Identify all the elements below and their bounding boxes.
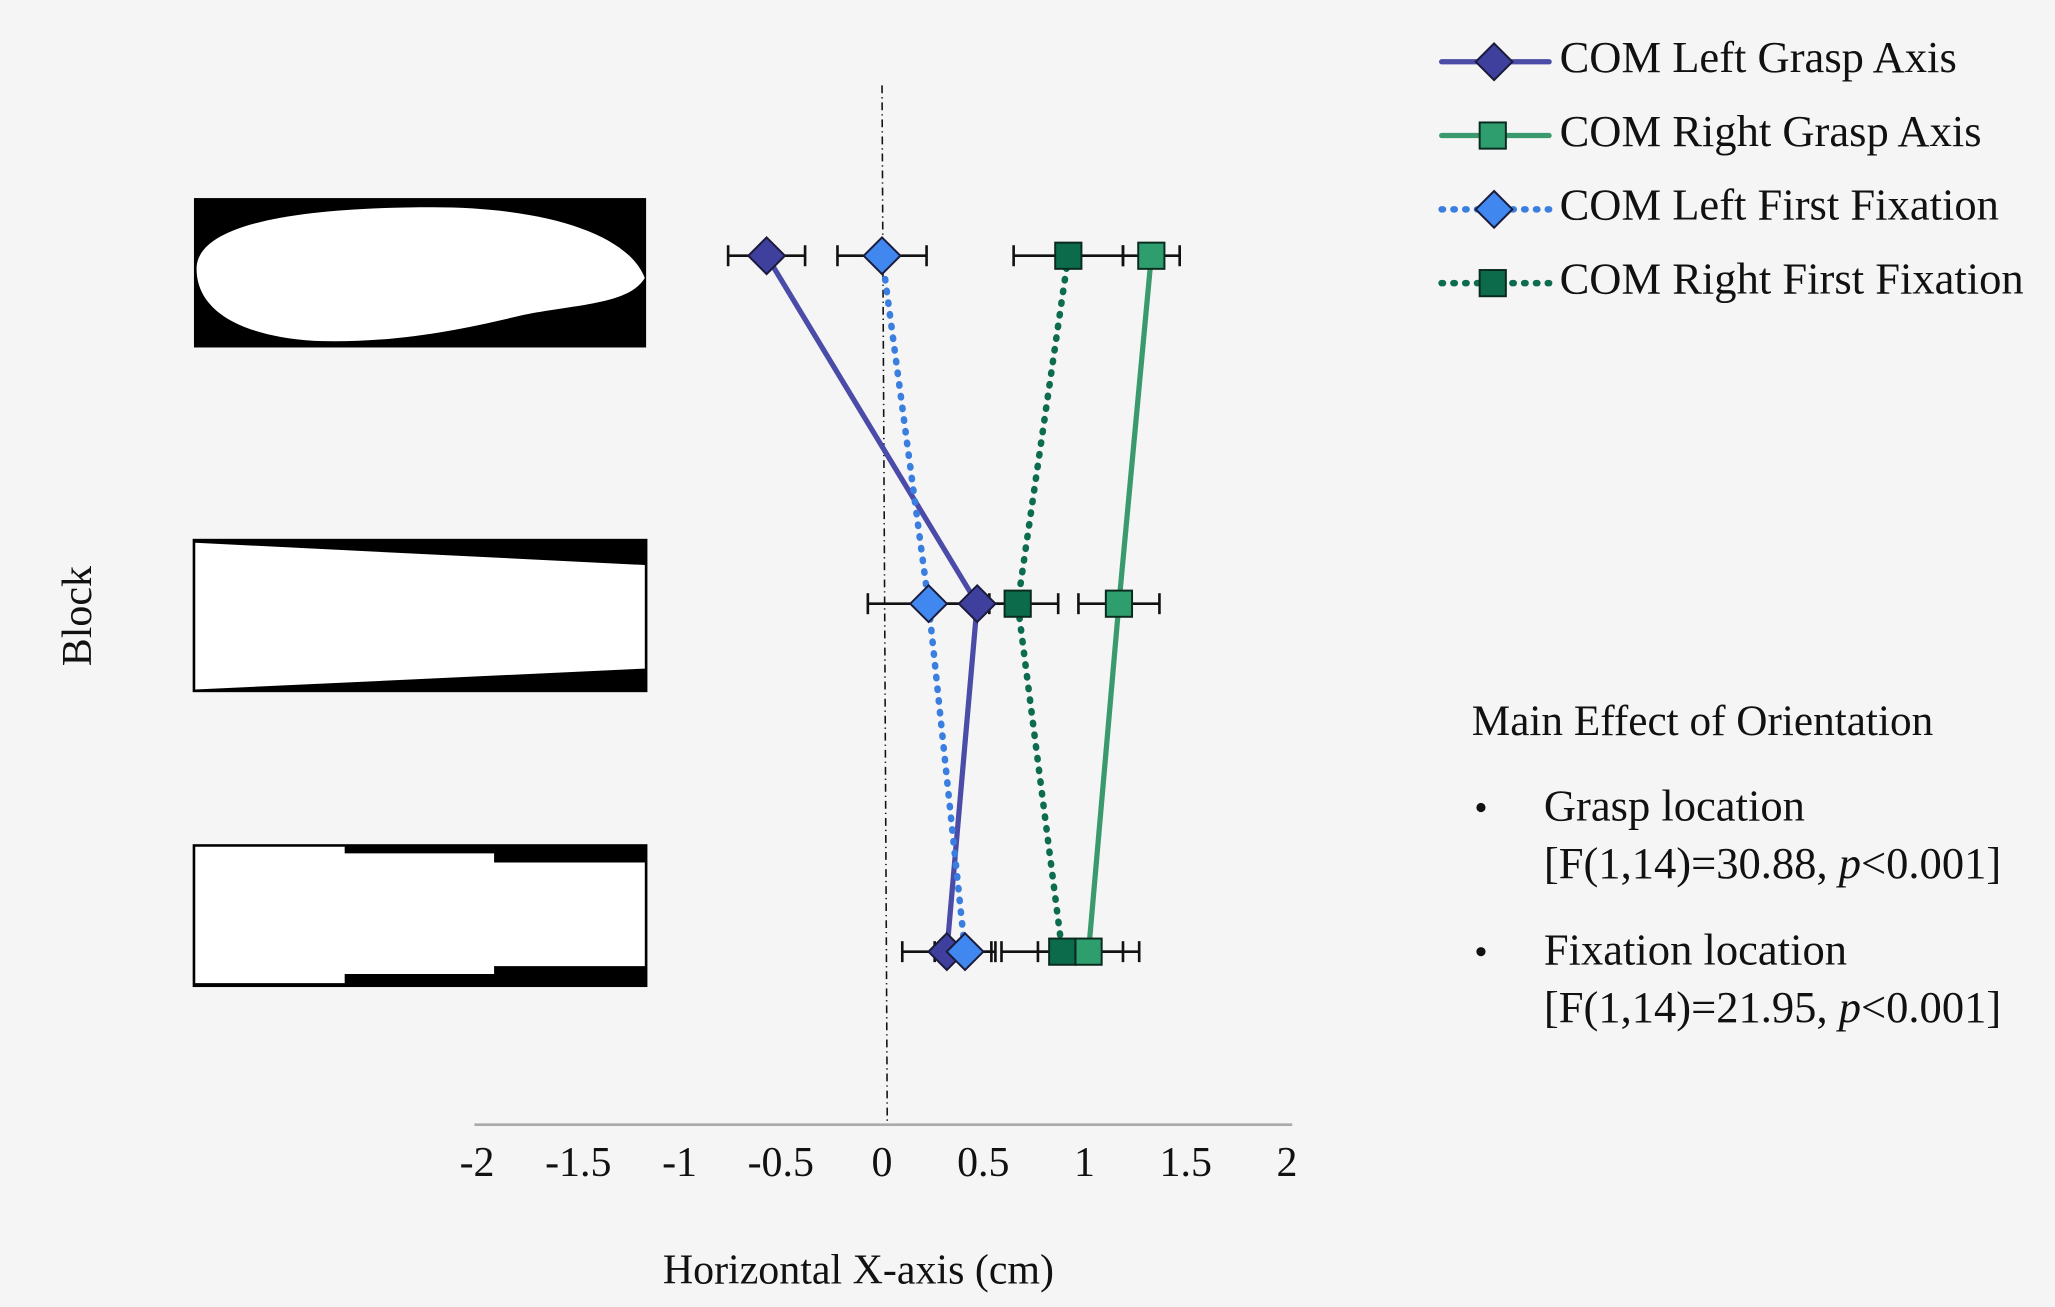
legend-label: COM Right First Fixation [1560, 253, 2024, 303]
annotation-stat-part: <0.001] [1861, 982, 2001, 1032]
x-tick-label: 1.5 [1160, 1140, 1212, 1186]
legend-entry: COM Right Grasp Axis [1439, 106, 1982, 156]
annotation-stat-part: p [1836, 982, 1861, 1032]
legend-label: COM Right Grasp Axis [1560, 106, 1982, 156]
legend-marker [1478, 269, 1507, 298]
annotation-title: Main Effect of Orientation [1472, 697, 1933, 745]
annotation-item-label: Grasp location [1544, 780, 1805, 830]
x-tick-label: 1 [1074, 1140, 1095, 1186]
marker [746, 235, 787, 276]
y-axis-title: Block [55, 566, 101, 666]
legend-marker [1478, 121, 1507, 150]
x-tick-label: -1.5 [545, 1140, 611, 1186]
legend-entry: COM Right First Fixation [1438, 253, 2024, 303]
marker [1137, 241, 1166, 270]
block-pictures [192, 198, 648, 988]
x-tick-label: -2 [460, 1140, 495, 1186]
x-axis-title: Horizontal X-axis (cm) [663, 1248, 1054, 1294]
legend-entry: COM Left First Fixation [1438, 180, 1999, 230]
legend-label: COM Left First Fixation [1560, 180, 1999, 230]
block-shape [195, 542, 645, 690]
legend-marker [1474, 189, 1514, 230]
marker [1104, 589, 1134, 618]
legend-entry: COM Left Grasp Axis [1439, 32, 1957, 82]
annotation-item-label: Fixation location [1544, 924, 1847, 974]
bullet [1476, 947, 1486, 957]
marker [1074, 937, 1103, 966]
legend-label: COM Left Grasp Axis [1560, 32, 1957, 82]
marker [908, 583, 949, 624]
annotation-stat-part: [F(1,14)=30.88, [1544, 838, 1839, 888]
marker [1054, 241, 1083, 270]
annotation: Main Effect of Orientation Grasp locatio… [1472, 697, 2001, 1032]
marker [862, 235, 902, 276]
annotation-item-stat: [F(1,14)=30.88, p<0.001] [1544, 838, 2001, 888]
x-tick-label: -0.5 [748, 1140, 814, 1186]
x-tick-label: 2 [1277, 1140, 1298, 1186]
bullet [1476, 802, 1486, 813]
marker [957, 583, 997, 624]
marker [1048, 937, 1077, 966]
x-tick-label: 0.5 [957, 1140, 1009, 1186]
block-shape [196, 207, 645, 342]
legend-marker [1474, 42, 1514, 82]
annotation-stat-part: p [1836, 838, 1861, 888]
block-shape [195, 846, 645, 984]
annotation-stat-part: <0.001] [1861, 838, 2001, 888]
x-tick-label: -1 [662, 1140, 697, 1186]
annotation-stat-part: [F(1,14)=21.95, [1544, 982, 1839, 1032]
marker [1003, 589, 1032, 618]
annotation-item-stat: [F(1,14)=21.95, p<0.001] [1544, 982, 2001, 1032]
marker [945, 931, 985, 972]
x-tick-label: 0 [872, 1140, 893, 1186]
